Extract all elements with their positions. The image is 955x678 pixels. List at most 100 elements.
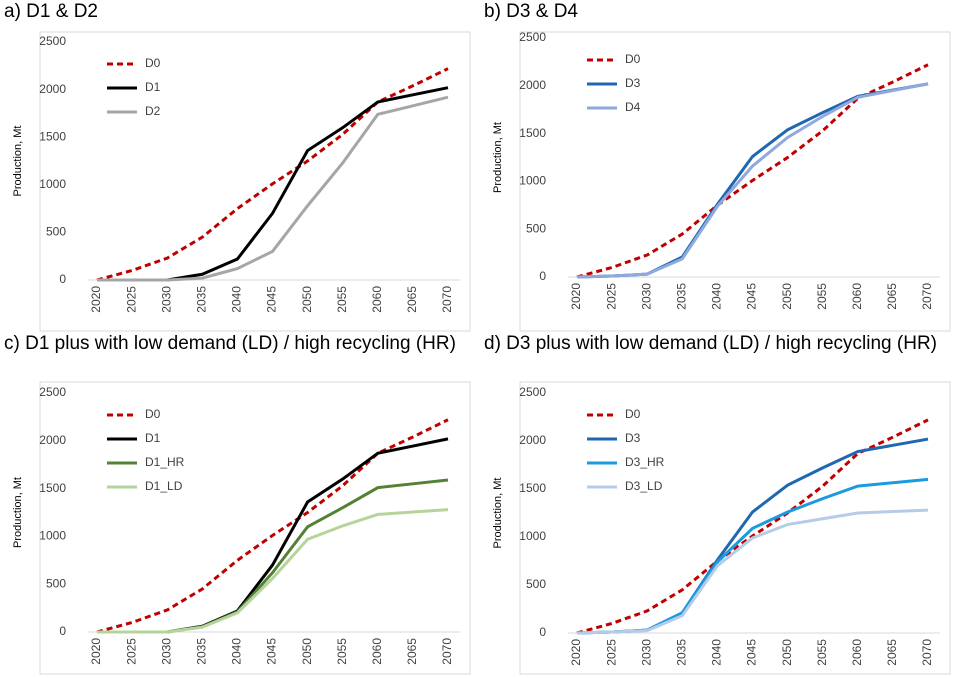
x-tick-label: 2040 xyxy=(710,283,724,310)
x-tick-label: 2030 xyxy=(159,638,173,665)
x-tick-label: 2055 xyxy=(335,286,349,313)
y-tick-label: 0 xyxy=(59,624,66,638)
chart: Production, Mt 0 500 1000 1500 2000 2500 2020 20… xyxy=(492,381,951,675)
y-tick-label: 1500 xyxy=(519,126,546,140)
x-tick-label: 2045 xyxy=(745,639,759,666)
y-tick-label: 500 xyxy=(46,576,66,590)
x-tick-label: 2060 xyxy=(850,283,864,310)
y-tick-label: 0 xyxy=(539,269,546,283)
series-line xyxy=(97,95,449,282)
series-line xyxy=(96,67,449,282)
series-line xyxy=(97,478,449,634)
y-tick-label: 500 xyxy=(526,577,546,591)
y-tick-label: 2000 xyxy=(519,433,546,447)
x-tick-label: 2035 xyxy=(194,286,208,313)
x-tick-label: 2040 xyxy=(230,638,244,665)
chart-frame xyxy=(519,381,951,675)
x-tick-label: 2055 xyxy=(815,283,829,310)
y-tick-label: 1000 xyxy=(39,529,66,543)
legend-label: D0 xyxy=(625,52,641,66)
x-tick-label: 2030 xyxy=(639,639,653,666)
x-tick-label: 2065 xyxy=(405,638,419,665)
x-tick-label: 2040 xyxy=(710,639,724,666)
legend-label: D3_HR xyxy=(625,455,665,469)
x-tick-label: 2070 xyxy=(920,283,934,310)
x-tick-label: 2050 xyxy=(300,286,314,313)
x-tick-label: 2030 xyxy=(159,286,173,313)
x-tick-label: 2070 xyxy=(440,286,454,313)
chart-title: b) D3 & D4 xyxy=(484,1,578,22)
x-tick-label: 2035 xyxy=(674,283,688,310)
x-tick-label: 2060 xyxy=(370,638,384,665)
x-tick-label: 2020 xyxy=(89,286,103,313)
chart: Production, Mt 0 500 1000 1500 2000 2500 2020 20… xyxy=(12,381,471,675)
series-line xyxy=(96,418,449,634)
series-line xyxy=(97,508,449,634)
y-tick-label: 2500 xyxy=(39,34,66,48)
x-tick-label: 2020 xyxy=(569,283,583,310)
y-tick-label: 1500 xyxy=(39,481,66,495)
x-tick-label: 2035 xyxy=(194,638,208,665)
chart: Production, Mt 0 500 1000 1500 2000 2500 2020 20… xyxy=(12,31,471,332)
y-axis-label: Production, Mt xyxy=(12,477,24,548)
y-tick-label: 0 xyxy=(59,272,66,286)
y-axis-label: Production, Mt xyxy=(492,122,504,193)
legend-label: D1 xyxy=(145,431,161,445)
y-tick-label: 1000 xyxy=(519,174,546,188)
y-tick-label: 1000 xyxy=(39,177,66,191)
y-tick-label: 1500 xyxy=(39,129,66,143)
series-line xyxy=(576,508,929,635)
series-line xyxy=(576,418,929,635)
x-tick-label: 2050 xyxy=(780,639,794,666)
chart-frame xyxy=(519,31,951,332)
x-tick-label: 2025 xyxy=(124,638,138,665)
y-tick-label: 2000 xyxy=(519,78,546,92)
series-line xyxy=(576,82,929,279)
legend-label: D1 xyxy=(145,80,161,94)
x-tick-label: 2070 xyxy=(920,639,934,666)
x-tick-label: 2020 xyxy=(89,638,103,665)
y-tick-label: 2500 xyxy=(39,385,66,399)
y-axis-label: Production, Mt xyxy=(12,126,24,197)
x-tick-label: 2040 xyxy=(230,286,244,313)
y-tick-label: 0 xyxy=(539,625,546,639)
chart-title: c) D1 plus with low demand (LD) / high r… xyxy=(4,333,456,354)
x-tick-label: 2050 xyxy=(780,283,794,310)
chart-title: a) D1 & D2 xyxy=(4,1,98,22)
legend-label: D4 xyxy=(625,100,641,114)
x-tick-label: 2045 xyxy=(265,638,279,665)
x-tick-label: 2065 xyxy=(885,283,899,310)
x-tick-label: 2065 xyxy=(405,286,419,313)
x-tick-label: 2045 xyxy=(745,283,759,310)
y-tick-label: 500 xyxy=(526,221,546,235)
legend-label: D2 xyxy=(145,104,161,118)
legend-label: D3 xyxy=(625,76,641,90)
x-tick-label: 2060 xyxy=(370,286,384,313)
chart-frame xyxy=(39,381,471,675)
x-tick-label: 2025 xyxy=(604,283,618,310)
chart-title: d) D3 plus with low demand (LD) / high r… xyxy=(484,333,937,354)
x-tick-label: 2055 xyxy=(815,639,829,666)
chart-frame xyxy=(39,31,471,332)
x-tick-label: 2020 xyxy=(569,639,583,666)
x-tick-label: 2050 xyxy=(300,638,314,665)
legend-label: D0 xyxy=(625,407,641,421)
y-axis-label: Production, Mt xyxy=(492,478,504,549)
y-tick-label: 2500 xyxy=(519,30,546,44)
legend-label: D3_LD xyxy=(625,479,663,493)
y-tick-label: 2500 xyxy=(519,385,546,399)
x-tick-label: 2035 xyxy=(674,639,688,666)
y-tick-label: 500 xyxy=(46,225,66,239)
x-tick-label: 2070 xyxy=(440,638,454,665)
legend-label: D0 xyxy=(145,407,161,421)
series-line xyxy=(576,63,929,279)
x-tick-label: 2045 xyxy=(265,286,279,313)
series-line xyxy=(576,477,929,635)
x-tick-label: 2060 xyxy=(850,639,864,666)
y-tick-label: 1500 xyxy=(519,481,546,495)
chart: Production, Mt 0 500 1000 1500 2000 2500 2020 20… xyxy=(492,30,951,332)
legend-label: D0 xyxy=(145,56,161,70)
y-tick-label: 2000 xyxy=(39,82,66,96)
x-tick-label: 2065 xyxy=(885,639,899,666)
